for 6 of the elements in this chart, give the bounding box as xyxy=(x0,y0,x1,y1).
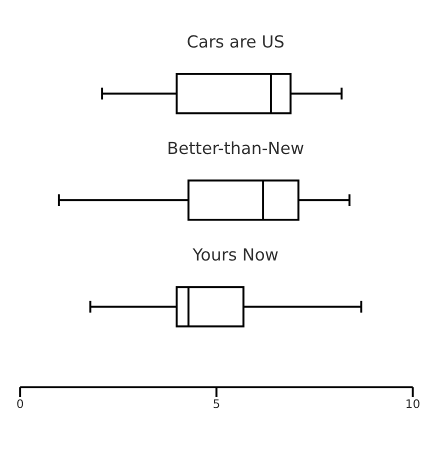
x-tick-label: 5 xyxy=(212,396,220,411)
y-tick-label: Better-than-New xyxy=(167,139,304,158)
x-tick-label: 10 xyxy=(405,396,420,411)
y-tick-label: Cars are US xyxy=(186,32,284,52)
y-tick-label: Yours Now xyxy=(192,246,279,265)
x-tick-label: 0 xyxy=(16,396,24,411)
